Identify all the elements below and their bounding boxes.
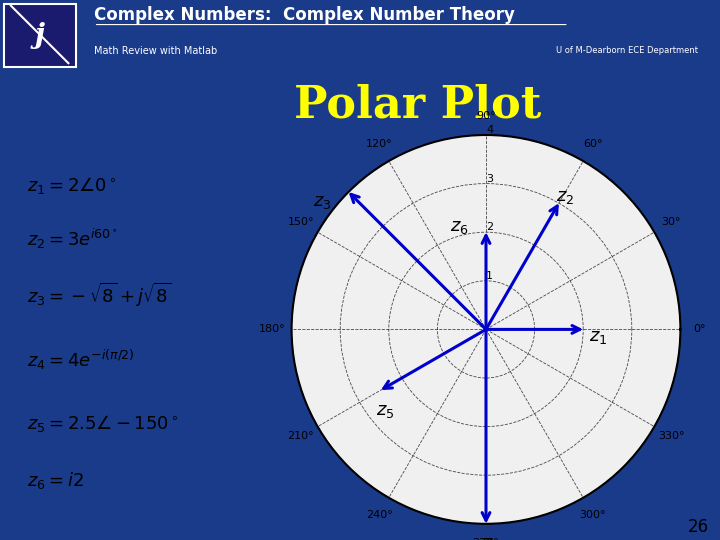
Text: $z_2$: $z_2$: [556, 188, 574, 206]
Text: $z_6 = i2$: $z_6 = i2$: [27, 470, 84, 491]
Text: Math Review with Matlab: Math Review with Matlab: [94, 45, 217, 56]
Text: $z_3$: $z_3$: [312, 193, 331, 211]
Text: $z_1$: $z_1$: [588, 328, 607, 346]
Text: $z_1 = 2\angle 0^\circ$: $z_1 = 2\angle 0^\circ$: [27, 176, 117, 196]
Text: U of M-Dearborn ECE Department: U of M-Dearborn ECE Department: [557, 46, 698, 55]
Text: $z_4 = 4e^{-i(\pi/2)}$: $z_4 = 4e^{-i(\pi/2)}$: [27, 348, 135, 372]
Text: Complex Numbers:  Complex Number Theory: Complex Numbers: Complex Number Theory: [94, 6, 515, 24]
Text: $z_6$: $z_6$: [450, 218, 469, 237]
Text: $z_5 = 2.5\angle -150^\circ$: $z_5 = 2.5\angle -150^\circ$: [27, 414, 179, 434]
Text: $z_4$: $z_4$: [482, 535, 501, 540]
Text: 26: 26: [688, 517, 709, 536]
Text: j: j: [35, 22, 45, 49]
Text: $z_2 = 3e^{i60^\circ}$: $z_2 = 3e^{i60^\circ}$: [27, 227, 118, 251]
Text: Polar Plot: Polar Plot: [294, 84, 541, 127]
Text: $z_3 = -\sqrt{8}+j\sqrt{8}$: $z_3 = -\sqrt{8}+j\sqrt{8}$: [27, 281, 171, 309]
Text: $z_5$: $z_5$: [377, 402, 395, 420]
